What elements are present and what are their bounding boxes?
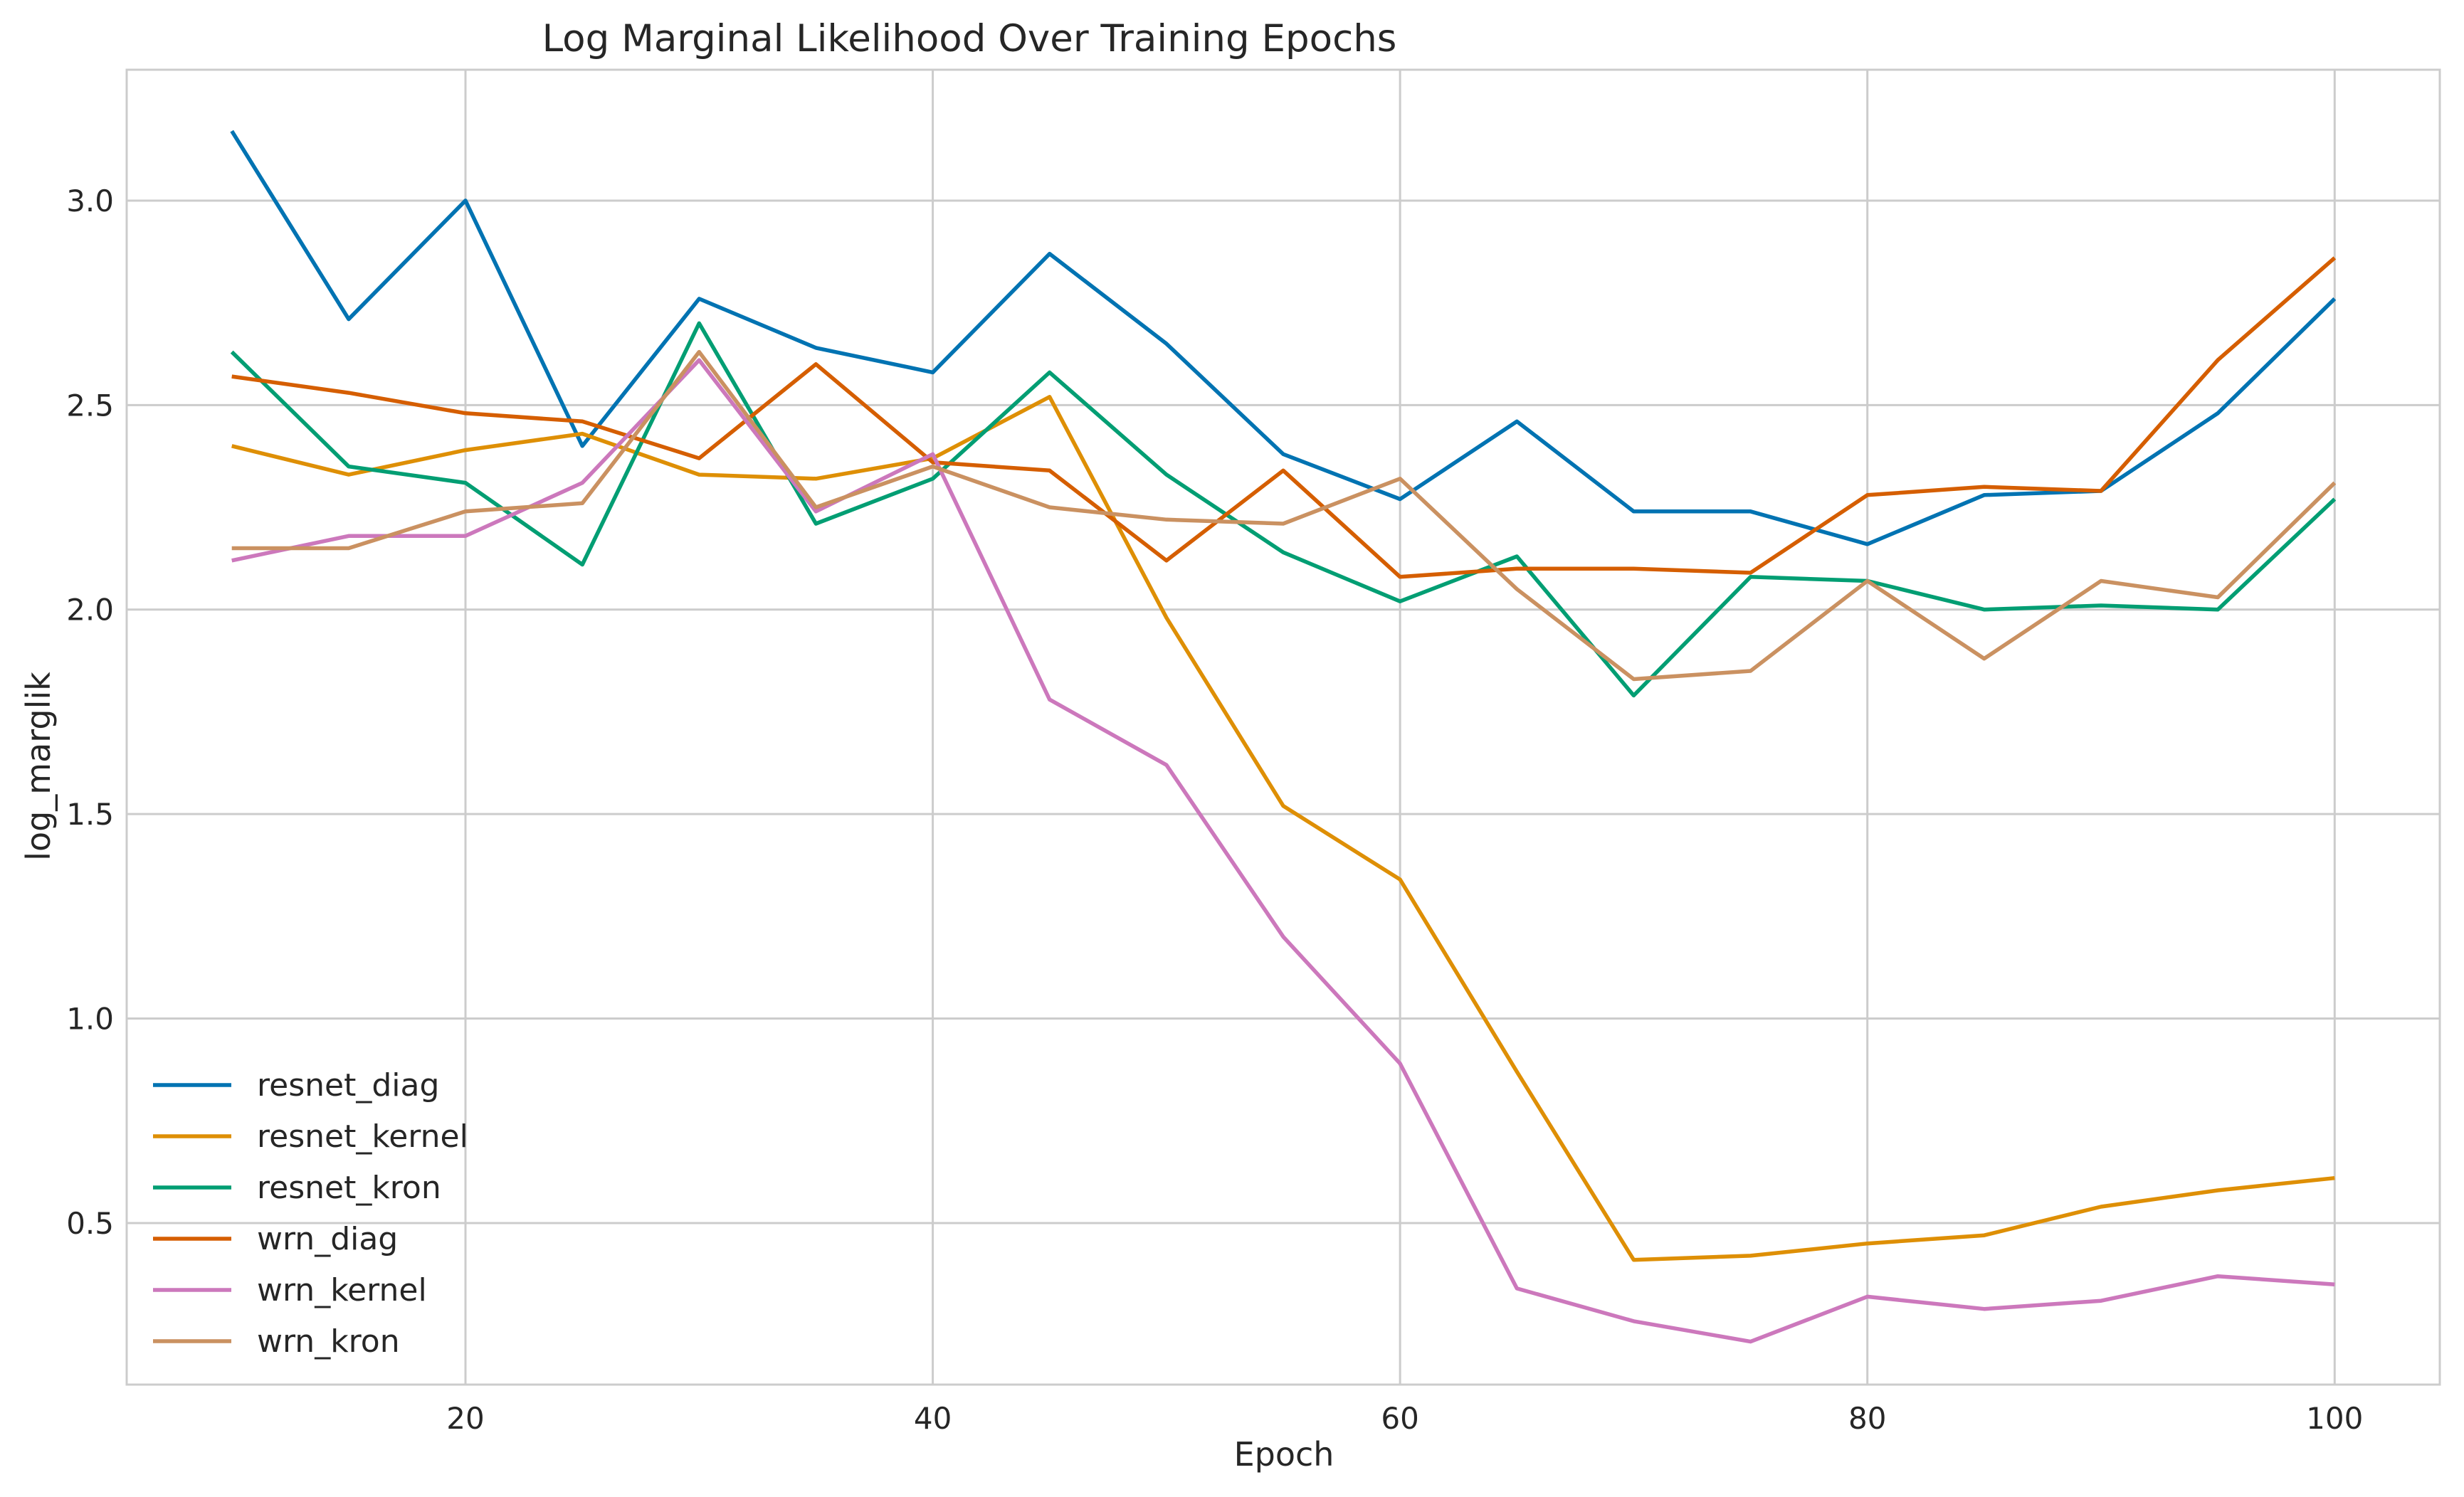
legend-label-wrn-kron: wrn_kron xyxy=(257,1323,400,1360)
x-tick-label: 100 xyxy=(2306,1401,2363,1436)
x-tick-label: 20 xyxy=(446,1401,484,1436)
plot-area-frame xyxy=(125,68,2441,1386)
y-tick-label: 2.5 xyxy=(66,388,114,423)
x-tick-label: 60 xyxy=(1381,1401,1418,1436)
tick-labels: 20 40 60 80 100 0.5 1.0 1.5 2.0 2.5 3.0 xyxy=(66,184,2363,1436)
x-tick-label: 40 xyxy=(914,1401,952,1436)
legend-label-resnet-diag: resnet_diag xyxy=(257,1067,439,1104)
legend-label-wrn-kernel: wrn_kernel xyxy=(257,1272,427,1308)
series-line-resnet-kernel xyxy=(231,395,2335,1262)
y-tick-label: 0.5 xyxy=(66,1206,114,1241)
series-line-resnet-diag xyxy=(230,129,2337,546)
series-line-wrn-diag xyxy=(231,256,2337,579)
series-lines xyxy=(230,129,2337,1344)
legend-label-resnet-kron: resnet_kron xyxy=(257,1170,441,1206)
y-axis-label: log_marglik xyxy=(19,672,58,861)
x-axis-label: Epoch xyxy=(1234,1435,1334,1474)
y-tick-label: 1.0 xyxy=(66,1002,114,1037)
x-tick-label: 80 xyxy=(1848,1401,1886,1436)
series-line-wrn-kernel xyxy=(231,358,2335,1344)
y-tick-label: 3.0 xyxy=(66,184,114,218)
series-line-resnet-kron xyxy=(230,321,2337,698)
y-tick-label: 2.0 xyxy=(66,593,114,628)
legend-label-wrn-diag: wrn_diag xyxy=(257,1221,398,1257)
series-line-wrn-kron xyxy=(231,349,2337,682)
legend-label-resnet-kernel: resnet_kernel xyxy=(257,1118,468,1155)
y-tick-label: 1.5 xyxy=(66,797,114,832)
legend: resnet_diag resnet_kernel resnet_kron wrn_d… xyxy=(153,1067,468,1360)
grid-lines xyxy=(127,70,2440,1385)
chart-title: Log Marginal Likelihood Over Training Ep… xyxy=(542,17,1397,60)
